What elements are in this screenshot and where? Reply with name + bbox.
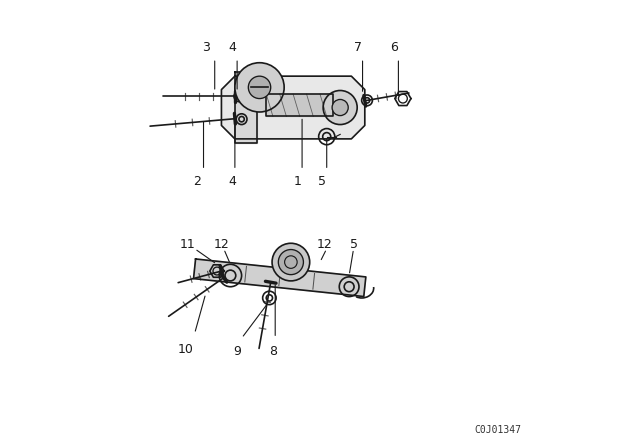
Polygon shape xyxy=(193,259,366,297)
Text: 4: 4 xyxy=(228,175,237,188)
Circle shape xyxy=(323,90,357,125)
Polygon shape xyxy=(221,76,365,139)
Polygon shape xyxy=(235,72,257,143)
Text: 11: 11 xyxy=(180,237,196,251)
Text: 12: 12 xyxy=(214,237,229,251)
Text: 8: 8 xyxy=(269,345,277,358)
Circle shape xyxy=(272,243,310,281)
Text: 10: 10 xyxy=(178,343,193,356)
Circle shape xyxy=(332,99,348,116)
Circle shape xyxy=(248,76,271,99)
Text: C0J01347: C0J01347 xyxy=(475,425,522,435)
Text: 5: 5 xyxy=(318,175,326,188)
Text: 6: 6 xyxy=(390,40,398,54)
Text: 9: 9 xyxy=(233,345,241,358)
Text: 4: 4 xyxy=(228,40,237,54)
Text: 5: 5 xyxy=(349,237,358,251)
Text: 12: 12 xyxy=(317,237,332,251)
Text: 2: 2 xyxy=(193,175,201,188)
Text: 3: 3 xyxy=(202,40,210,54)
Text: 7: 7 xyxy=(354,40,362,54)
Text: 1: 1 xyxy=(294,175,301,188)
Circle shape xyxy=(235,63,284,112)
Circle shape xyxy=(278,250,303,275)
Polygon shape xyxy=(266,94,333,116)
